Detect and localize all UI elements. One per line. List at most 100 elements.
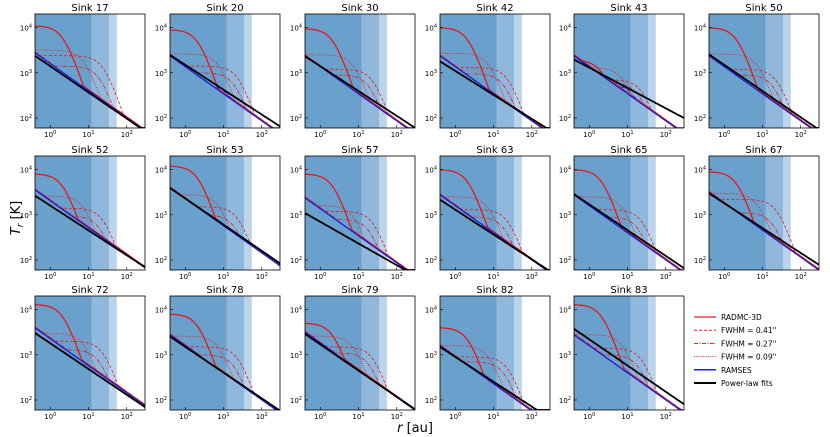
x-axis-label: r [au]: [397, 421, 433, 436]
band-mid: [630, 296, 649, 410]
x-tick-label: 100: [179, 130, 191, 139]
panel-title: Sink 17: [71, 3, 108, 14]
panel-sink: Sink 17 100 101 102 102 103 104: [20, 3, 146, 139]
series-fwhm-041: [305, 196, 415, 270]
y-tick-label: 104: [694, 24, 706, 33]
band-outer: [514, 14, 522, 128]
y-tick-label: 102: [290, 114, 302, 123]
y-tick-label: 102: [20, 256, 32, 265]
series-fwhm-009: [170, 333, 280, 410]
series-ramses-fwhm-027: [574, 55, 684, 128]
panel-title: Sink 78: [206, 285, 243, 296]
band-outer: [244, 156, 252, 270]
panel-title: Sink 82: [476, 285, 513, 296]
x-tick-label: 100: [449, 272, 461, 281]
series-fwhm-009: [35, 326, 145, 406]
x-tick-label: 101: [217, 272, 229, 281]
x-tick-label: 102: [660, 412, 672, 421]
series-fwhm-009: [574, 333, 684, 410]
series-ramses-fwhm-027: [305, 55, 415, 128]
y-tick-label: 103: [155, 211, 167, 220]
panel-sink: Sink 72 100 101 102 102 103 104: [20, 285, 146, 421]
panel-frame: [169, 295, 281, 411]
x-tick-label: 100: [314, 412, 326, 421]
x-tick-label: 100: [718, 130, 730, 139]
x-tick-label: 102: [256, 130, 268, 139]
band-mid: [226, 296, 245, 410]
panel-frame: [708, 155, 820, 271]
series-power-law-fit: [709, 192, 819, 266]
y-tick-label: 104: [155, 166, 167, 175]
x-tick-label: 100: [44, 412, 56, 421]
y-tick-label: 103: [20, 351, 32, 360]
panel-title: Sink 57: [341, 145, 378, 156]
band-inner: [440, 14, 497, 128]
x-tick-label: 100: [583, 130, 595, 139]
panel-sink: Sink 30 100 101 102 102 103 104: [290, 3, 416, 139]
panel-sink: Sink 63 100 101 102 102 103 104: [425, 145, 551, 281]
x-tick-label: 102: [256, 272, 268, 281]
y-tick-label: 102: [425, 256, 437, 265]
panel-sink: Sink 67 100 101 102 102 103 104: [694, 145, 820, 281]
band-mid: [91, 156, 110, 270]
series-fwhm-009: [35, 49, 145, 128]
x-tick-label: 100: [718, 272, 730, 281]
x-tick-label: 100: [314, 272, 326, 281]
y-tick-label: 104: [20, 306, 32, 315]
x-tick-label: 101: [352, 130, 364, 139]
band-mid: [496, 156, 515, 270]
x-tick-label: 102: [391, 272, 403, 281]
y-tick-label: 104: [559, 166, 571, 175]
panel-frame: [573, 13, 685, 129]
series-power-law-fit: [35, 194, 145, 268]
x-tick-label: 102: [121, 130, 133, 139]
y-tick-label: 103: [559, 211, 571, 220]
series-fwhm-009: [574, 193, 684, 270]
y-tick-label: 104: [290, 24, 302, 33]
y-tick-label: 102: [155, 256, 167, 265]
band-outer: [244, 296, 252, 410]
x-tick-label: 100: [44, 130, 56, 139]
y-tick-label: 103: [425, 211, 437, 220]
panel-frame: [439, 13, 551, 129]
series-ramses-fwhm-027: [440, 345, 550, 410]
panel-frame: [169, 155, 281, 271]
series-power-law-fit: [440, 346, 550, 410]
series-fwhm-041: [709, 190, 819, 270]
y-tick-label: 104: [425, 166, 437, 175]
y-tick-label: 104: [20, 166, 32, 175]
x-tick-label: 102: [526, 272, 538, 281]
legend-label: FWHM = 0.09'': [721, 353, 777, 362]
y-tick-label: 102: [155, 114, 167, 123]
series-fwhm-009: [440, 193, 550, 270]
series-power-law-fit: [35, 55, 145, 128]
band-inner: [574, 296, 631, 410]
x-tick-label: 100: [449, 130, 461, 139]
band-inner: [709, 156, 766, 270]
y-tick-label: 103: [559, 69, 571, 78]
panel-sink: Sink 79 100 101 102 102 103 104: [290, 285, 416, 421]
band-outer: [648, 14, 656, 128]
series-fwhm-027: [440, 344, 550, 410]
x-tick-label: 100: [179, 272, 191, 281]
band-outer: [109, 14, 117, 128]
panel-sink: Sink 78 100 101 102 102 103 104: [155, 285, 281, 421]
y-tick-label: 103: [694, 211, 706, 220]
series-power-law-fit: [170, 187, 280, 265]
y-tick-label: 102: [559, 114, 571, 123]
y-tick-label: 103: [425, 351, 437, 360]
panel-title: Sink 83: [610, 285, 647, 296]
series-power-law-fit: [170, 335, 280, 410]
panel-frame: [439, 155, 551, 271]
panel-frame: [34, 155, 146, 271]
x-tick-label: 101: [352, 412, 364, 421]
panel-frame: [34, 13, 146, 129]
band-mid: [496, 14, 515, 128]
band-inner: [170, 156, 227, 270]
y-tick-label: 104: [559, 24, 571, 33]
band-outer: [514, 156, 522, 270]
band-inner: [170, 296, 227, 410]
series-fwhm-027: [305, 54, 415, 128]
panel-frame: [439, 295, 551, 411]
